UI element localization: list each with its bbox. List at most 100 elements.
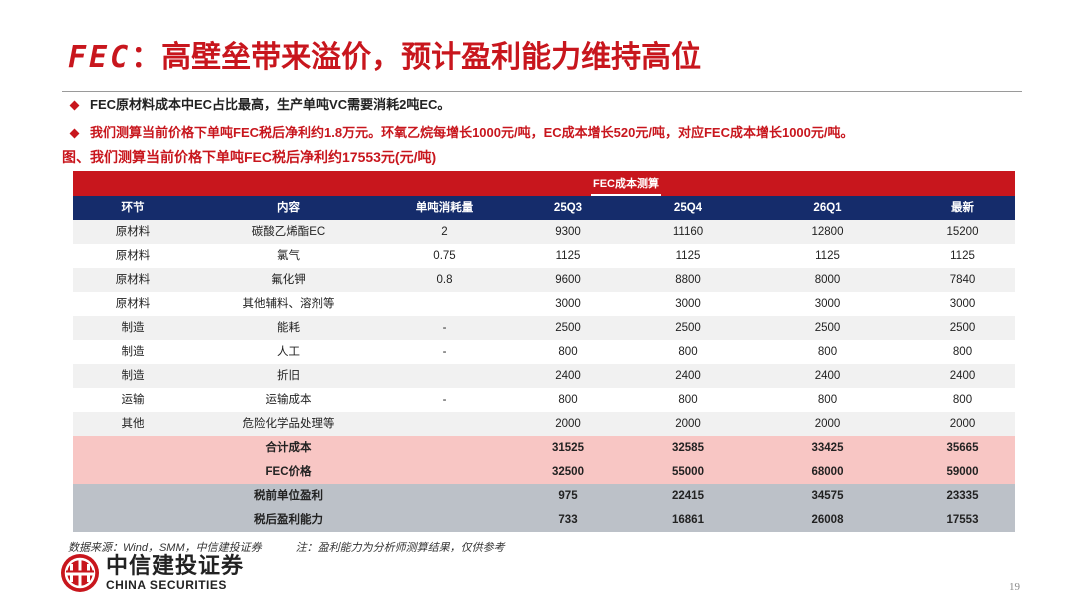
table-cell: 2500 <box>631 316 745 340</box>
table-cell: 800 <box>745 388 910 412</box>
banner-spacer <box>73 171 505 196</box>
table-cell: 1125 <box>910 244 1015 268</box>
table-row: 制造 人工 -800 800 800 800 <box>73 340 1015 364</box>
table-cell: 2500 <box>745 316 910 340</box>
table-cell <box>384 364 505 388</box>
table-row: 制造 折旧 2400 2400 2400 2400 <box>73 364 1015 388</box>
summary-value: 733 <box>505 508 631 532</box>
table-cell: 8800 <box>631 268 745 292</box>
data-source: 数据来源：Wind，SMM，中信建投证券 <box>68 542 262 554</box>
fec-cost-table: FEC成本测算 环节 内容 单吨消耗量 25Q3 25Q4 26Q1 最新 原材料 碳酸乙烯酯… <box>73 171 1015 532</box>
table-cell: 原材料 <box>73 220 193 244</box>
summary-value: 22415 <box>631 484 745 508</box>
summary-value: 17553 <box>910 508 1015 532</box>
summary-value: 33425 <box>745 436 910 460</box>
table-cell: 人工 <box>193 340 384 364</box>
column-header: 25Q4 <box>631 196 745 220</box>
table-cell: 制造 <box>73 340 193 364</box>
table-banner: FEC成本测算 <box>591 174 661 196</box>
table-cell: 运输 <box>73 388 193 412</box>
table-cell: 800 <box>745 340 910 364</box>
table-cell: 11160 <box>631 220 745 244</box>
column-header: 环节 <box>73 196 193 220</box>
logo-en-text: CHINA SECURITIES <box>106 578 227 592</box>
title-rest: ：高壁垒带来溢价，预计盈利能力维持高位 <box>131 41 702 74</box>
page-title: FEC：高壁垒带来溢价，预计盈利能力维持高位 <box>68 38 701 78</box>
logo-cn-text: 中信建投证券 <box>106 553 245 579</box>
table-cell: 1125 <box>745 244 910 268</box>
table-cell: 0.8 <box>384 268 505 292</box>
table-cell: 800 <box>505 388 631 412</box>
summary-row: 税后盈利能力 733 16861 26008 17553 <box>73 508 1015 532</box>
summary-spacer <box>384 436 505 460</box>
summary-spacer <box>384 460 505 484</box>
column-header: 25Q3 <box>505 196 631 220</box>
summary-value: 59000 <box>910 460 1015 484</box>
bullet-item-2: 我们测算当前价格下单吨FEC税后净利约1.8万元。环氧乙烷每增长1000元/吨，… <box>69 123 854 143</box>
summary-value: 31525 <box>505 436 631 460</box>
column-header: 26Q1 <box>745 196 910 220</box>
summary-value: 23335 <box>910 484 1015 508</box>
table-row: 原材料 其他辅料、溶剂等 3000 3000 3000 3000 <box>73 292 1015 316</box>
summary-value: 975 <box>505 484 631 508</box>
summary-label: 税后盈利能力 <box>193 508 384 532</box>
table-row: 原材料 氟化钾 0.8 9600 8800 8000 7840 <box>73 268 1015 292</box>
column-header: 内容 <box>193 196 384 220</box>
citic-logo-icon <box>61 554 99 592</box>
table-cell: 2400 <box>910 364 1015 388</box>
table-cell: 2400 <box>631 364 745 388</box>
table-cell: - <box>384 388 505 412</box>
summary-value: 35665 <box>910 436 1015 460</box>
table-row: 原材料 碳酸乙烯酯EC 2 9300 11160 12800 15200 <box>73 220 1015 244</box>
table-cell: 2000 <box>910 412 1015 436</box>
table-cell: 1125 <box>505 244 631 268</box>
summary-spacer <box>384 484 505 508</box>
table-row: 制造 能耗 -2500 2500 2500 2500 <box>73 316 1015 340</box>
summary-spacer <box>73 484 193 508</box>
source-line: 数据来源：Wind，SMM，中信建投证券 注：盈利能力为分析师测算结果，仅供参考 <box>68 540 505 556</box>
summary-row: 税前单位盈利 975 22415 34575 23335 <box>73 484 1015 508</box>
summary-row: 合计成本 31525 32585 33425 35665 <box>73 436 1015 460</box>
table-cell: 3000 <box>910 292 1015 316</box>
table-cell: 能耗 <box>193 316 384 340</box>
table-cell: 碳酸乙烯酯EC <box>193 220 384 244</box>
table-cell: 800 <box>910 388 1015 412</box>
table-cell: 3000 <box>505 292 631 316</box>
table-cell: 12800 <box>745 220 910 244</box>
banner-cell: FEC成本测算 <box>505 171 745 196</box>
table-cell: - <box>384 340 505 364</box>
column-header: 最新 <box>910 196 1015 220</box>
table-cell: 2500 <box>505 316 631 340</box>
diamond-bullet-icon <box>69 128 80 139</box>
table-cell: 9600 <box>505 268 631 292</box>
summary-value: 68000 <box>745 460 910 484</box>
table-cell: 2000 <box>745 412 910 436</box>
table-cell: 其他 <box>73 412 193 436</box>
table-cell: 其他辅料、溶剂等 <box>193 292 384 316</box>
table-cell: 800 <box>631 340 745 364</box>
table-row: 运输 运输成本 -800 800 800 800 <box>73 388 1015 412</box>
summary-label: 合计成本 <box>193 436 384 460</box>
table-cell: 2000 <box>505 412 631 436</box>
summary-spacer <box>73 436 193 460</box>
table-cell: 800 <box>631 388 745 412</box>
summary-label: 税前单位盈利 <box>193 484 384 508</box>
summary-spacer <box>384 508 505 532</box>
table-row: 其他 危险化学品处理等 2000 2000 2000 2000 <box>73 412 1015 436</box>
table-cell: 原材料 <box>73 292 193 316</box>
summary-row: FEC价格 32500 55000 68000 59000 <box>73 460 1015 484</box>
summary-value: 34575 <box>745 484 910 508</box>
table-cell: 氯气 <box>193 244 384 268</box>
summary-value: 16861 <box>631 508 745 532</box>
title-divider <box>62 91 1022 92</box>
summary-spacer <box>73 508 193 532</box>
table-cell: 2500 <box>910 316 1015 340</box>
summary-value: 32500 <box>505 460 631 484</box>
disclaimer-note: 注：盈利能力为分析师测算结果，仅供参考 <box>295 542 505 554</box>
table-cell: 15200 <box>910 220 1015 244</box>
table-header-row: 环节 内容 单吨消耗量 25Q3 25Q4 26Q1 最新 <box>73 196 1015 220</box>
summary-value: 26008 <box>745 508 910 532</box>
summary-value: 55000 <box>631 460 745 484</box>
bullet-text-1: FEC原材料成本中EC占比最高，生产单吨VC需要消耗2吨EC。 <box>90 97 451 112</box>
figure-caption: 图、我们测算当前价格下单吨FEC税后净利约17553元(元/吨) <box>62 149 437 165</box>
